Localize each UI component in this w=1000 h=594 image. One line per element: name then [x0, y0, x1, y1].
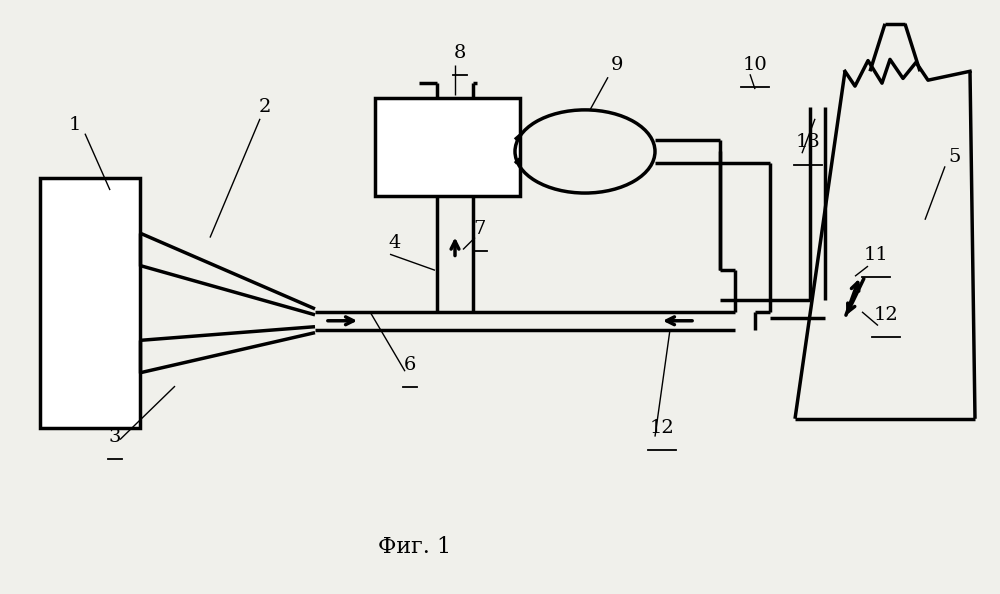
Text: 13: 13: [796, 134, 820, 151]
Text: 8: 8: [454, 45, 466, 62]
Text: 9: 9: [611, 56, 623, 74]
Bar: [40, 178, 140, 428]
Text: 11: 11: [864, 247, 888, 264]
Text: 12: 12: [650, 419, 674, 437]
Bar: [375, 98, 520, 196]
Text: Фиг. 1: Фиг. 1: [378, 536, 452, 558]
Text: 3: 3: [109, 428, 121, 446]
Text: 4: 4: [389, 235, 401, 252]
Text: 6: 6: [404, 356, 416, 374]
Text: 12: 12: [874, 306, 898, 324]
Text: 2: 2: [259, 98, 271, 116]
Text: 7: 7: [474, 220, 486, 238]
Text: 10: 10: [743, 56, 767, 74]
Text: 1: 1: [69, 116, 81, 134]
Text: 5: 5: [949, 148, 961, 166]
